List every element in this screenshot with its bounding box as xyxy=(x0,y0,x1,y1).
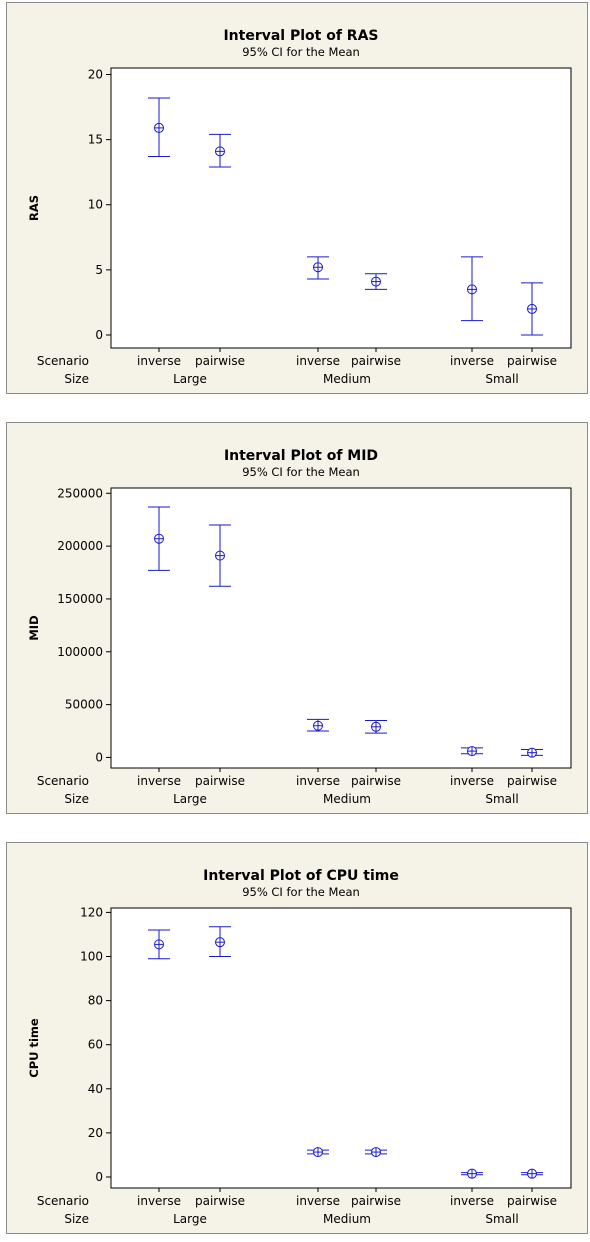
y-tick-label: 20 xyxy=(88,1126,103,1140)
y-axis-ticks: 0 5 10 15 20 xyxy=(88,68,533,352)
x-axis-labels: Scenario Size inverse pairwise inverse pair… xyxy=(37,354,557,386)
y-axis-label: CPU time xyxy=(27,1018,41,1078)
y-tick-label: 10 xyxy=(88,198,103,212)
row-label-size: Size xyxy=(64,1212,89,1226)
interval-marks xyxy=(148,926,543,1179)
mid-interval-plot: Interval Plot of MID 95% CI for the Mean… xyxy=(6,422,588,814)
x-category-label: pairwise xyxy=(195,774,245,788)
chart-title: Interval Plot of CPU time xyxy=(203,868,399,884)
x-category-label: inverse xyxy=(137,1194,181,1208)
y-axis-ticks: 0 50000 100000 150000 200000 250000 xyxy=(57,486,533,772)
x-group-label: Large xyxy=(173,792,207,806)
x-category-label: pairwise xyxy=(195,1194,245,1208)
y-tick-label: 50000 xyxy=(65,698,103,712)
y-tick-label: 40 xyxy=(88,1082,103,1096)
chart-title: Interval Plot of RAS xyxy=(223,28,378,44)
mid-chart-svg: Interval Plot of MID 95% CI for the Mean… xyxy=(27,448,572,806)
x-group-label: Small xyxy=(485,792,518,806)
x-category-label: pairwise xyxy=(351,774,401,788)
x-category-label: inverse xyxy=(450,1194,494,1208)
x-category-label: inverse xyxy=(450,774,494,788)
x-category-label: inverse xyxy=(137,774,181,788)
y-axis-label: MID xyxy=(27,615,41,640)
row-label-scenario: Scenario xyxy=(37,1194,89,1208)
row-label-size: Size xyxy=(64,372,89,386)
x-category-label: pairwise xyxy=(507,1194,557,1208)
y-axis-label: RAS xyxy=(27,195,41,221)
y-tick-label: 0 xyxy=(95,750,103,764)
x-category-label: pairwise xyxy=(195,354,245,368)
x-category-label: pairwise xyxy=(507,774,557,788)
chart-subtitle: 95% CI for the Mean xyxy=(242,465,360,479)
x-category-label: inverse xyxy=(296,354,340,368)
row-label-size: Size xyxy=(64,792,89,806)
cpu-time-interval-plot: Interval Plot of CPU time 95% CI for the… xyxy=(6,842,588,1234)
x-axis-labels: Scenario Size inverse pairwise inverse pair… xyxy=(37,1194,557,1226)
x-category-label: inverse xyxy=(296,774,340,788)
ras-chart-svg: Interval Plot of RAS 95% CI for the Mean… xyxy=(27,28,572,386)
x-group-label: Small xyxy=(485,372,518,386)
interval-marks xyxy=(148,506,543,758)
x-axis-labels: Scenario Size inverse pairwise inverse pair… xyxy=(37,774,557,806)
y-tick-label: 120 xyxy=(80,905,103,919)
x-category-label: inverse xyxy=(450,354,494,368)
x-group-label: Medium xyxy=(323,372,371,386)
y-tick-label: 60 xyxy=(88,1038,103,1052)
y-tick-label: 0 xyxy=(95,328,103,342)
x-category-label: pairwise xyxy=(507,354,557,368)
y-tick-label: 100000 xyxy=(57,645,103,659)
chart-subtitle: 95% CI for the Mean xyxy=(242,45,360,59)
x-group-label: Large xyxy=(173,1212,207,1226)
x-group-label: Medium xyxy=(323,792,371,806)
row-label-scenario: Scenario xyxy=(37,354,89,368)
y-tick-label: 250000 xyxy=(57,486,103,500)
y-tick-label: 100 xyxy=(80,950,103,964)
y-axis-ticks: 0 20 40 60 80 100 120 xyxy=(80,905,533,1192)
chart-subtitle: 95% CI for the Mean xyxy=(242,885,360,899)
x-category-label: pairwise xyxy=(351,354,401,368)
x-category-label: inverse xyxy=(137,354,181,368)
x-group-label: Large xyxy=(173,372,207,386)
y-tick-label: 20 xyxy=(88,68,103,82)
row-label-scenario: Scenario xyxy=(37,774,89,788)
plot-area xyxy=(110,907,572,1189)
y-tick-label: 200000 xyxy=(57,539,103,553)
chart-title: Interval Plot of MID xyxy=(224,448,378,464)
y-tick-label: 15 xyxy=(88,133,103,147)
cpu-time-chart-svg: Interval Plot of CPU time 95% CI for the… xyxy=(27,868,572,1226)
x-category-label: pairwise xyxy=(351,1194,401,1208)
y-tick-label: 5 xyxy=(95,263,103,277)
y-tick-label: 0 xyxy=(95,1170,103,1184)
plot-area xyxy=(110,487,572,769)
ras-interval-plot: Interval Plot of RAS 95% CI for the Mean… xyxy=(6,2,588,394)
x-group-label: Medium xyxy=(323,1212,371,1226)
x-category-label: inverse xyxy=(296,1194,340,1208)
y-tick-label: 150000 xyxy=(57,592,103,606)
y-tick-label: 80 xyxy=(88,994,103,1008)
interval-marks xyxy=(148,97,543,336)
plot-area xyxy=(110,67,572,349)
x-group-label: Small xyxy=(485,1212,518,1226)
